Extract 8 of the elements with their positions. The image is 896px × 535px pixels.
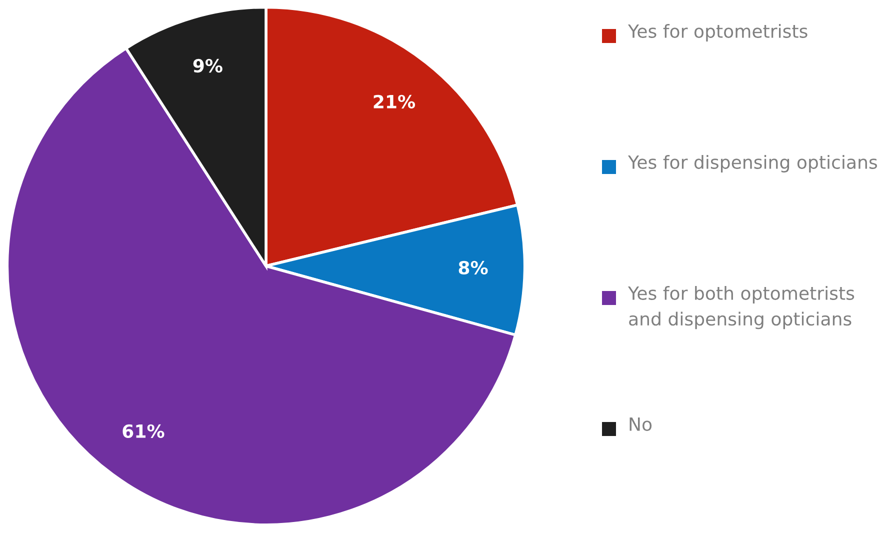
legend-label: No: [630, 418, 652, 431]
legend-label: Yes for both optometrists and dispensing opticians: [628, 286, 854, 330]
legend-label: Yes for dispensing opticians: [628, 155, 877, 172]
data-label: 9%: [193, 58, 222, 73]
data-label: 8%: [458, 260, 488, 275]
legend-label: Yes for optometrists: [628, 24, 808, 42]
data-label: 21%: [374, 94, 416, 108]
data-label: 61%: [122, 424, 164, 438]
